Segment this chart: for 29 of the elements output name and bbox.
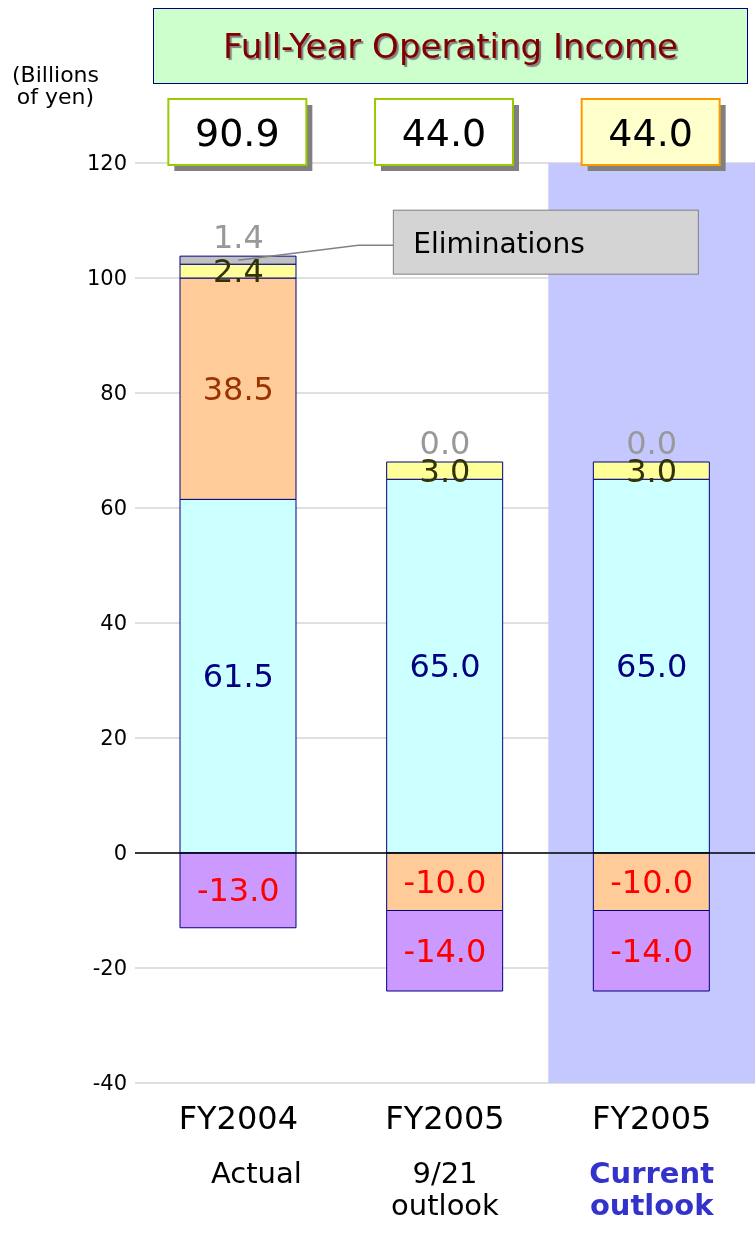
text: 90.9 — [195, 111, 280, 155]
text: 44.0 — [608, 111, 693, 155]
data-label: -10.0 — [610, 862, 694, 901]
text: 44.0 — [401, 111, 487, 155]
y-tick-label: 40 — [100, 611, 127, 636]
data-label: 1.4 — [212, 218, 264, 257]
y-tick-label: -20 — [92, 956, 127, 981]
data-label: 38.5 — [202, 369, 274, 408]
chart-title: Full-Year Operating Income — [153, 8, 748, 84]
data-label: -14.0 — [403, 931, 487, 970]
x-tick-label: FY2005 9/21 outlook — [385, 1099, 505, 1222]
annotation: Eliminations — [413, 227, 585, 261]
data-label: 65.0 — [409, 647, 481, 686]
y-tick-label: 60 — [100, 496, 127, 521]
data-label: -14.0 — [610, 931, 694, 970]
x-tick-label: FY2004 Actual — [178, 1099, 302, 1190]
bar — [179, 852, 297, 929]
y-tick-label: 100 — [86, 266, 127, 291]
y-tick-label: 120 — [86, 151, 127, 176]
data-label: 61.5 — [202, 657, 274, 696]
y-tick-label: 20 — [100, 726, 127, 751]
data-label: -10.0 — [403, 862, 487, 901]
y-tick-label: -40 — [92, 1071, 127, 1096]
data-label: 65.0 — [616, 647, 688, 686]
data-label: -13.0 — [196, 871, 280, 910]
y-axis-title: (Billions of yen) — [12, 62, 99, 109]
x-tick-label: FY2005 Current outlook — [589, 1099, 715, 1222]
y-tick-label: 0 — [113, 841, 127, 866]
y-tick-label: 80 — [100, 381, 127, 406]
